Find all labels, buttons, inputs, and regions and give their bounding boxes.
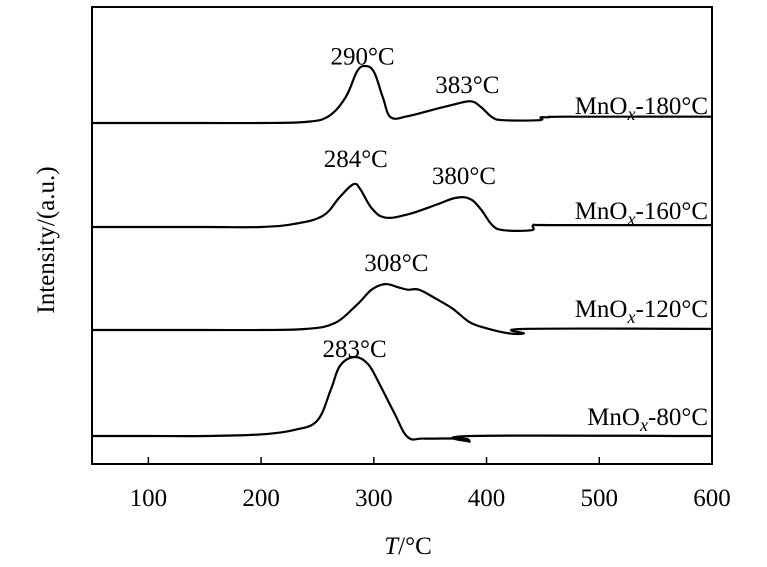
- series-label-subscript: x: [639, 415, 648, 435]
- series-label: MnOx-180°C: [575, 93, 708, 124]
- x-axis-title-unit: /°C: [398, 533, 432, 560]
- series-label-suffix: -80°C: [648, 404, 708, 431]
- series-label: MnOx-80°C: [587, 404, 708, 435]
- x-tick-label: 200: [242, 485, 280, 512]
- series-line: [91, 182, 712, 232]
- x-axis-title-symbol: T: [384, 533, 400, 560]
- series-label-suffix: -180°C: [636, 93, 709, 120]
- peak-label: 284°C: [324, 146, 388, 173]
- series-line: [91, 64, 713, 125]
- series-layer: [91, 64, 713, 443]
- series-line: [92, 282, 713, 336]
- series-label: MnOx-160°C: [575, 198, 708, 229]
- x-tick-label: 100: [130, 485, 168, 512]
- x-axis-title: T/°C: [384, 533, 432, 560]
- series-label-prefix: MnO: [575, 93, 628, 120]
- x-tick-label: 400: [468, 485, 506, 512]
- peak-label: 380°C: [432, 163, 496, 190]
- series-label-subscript: x: [627, 307, 636, 327]
- series-label-suffix: -160°C: [636, 198, 709, 225]
- series-label-subscript: x: [627, 209, 636, 229]
- series-line: [92, 355, 713, 443]
- peak-label: 283°C: [323, 336, 387, 363]
- x-axis-ticks: 100 200 300 400 500 600: [130, 457, 731, 512]
- series-label-suffix: -120°C: [636, 296, 709, 323]
- series-label-subscript: x: [627, 104, 636, 124]
- x-tick-label: 500: [581, 485, 619, 512]
- x-tick-label: 300: [355, 485, 393, 512]
- series-label-prefix: MnO: [587, 404, 640, 431]
- x-tick-label: 600: [693, 485, 731, 512]
- peak-label: 308°C: [364, 250, 428, 277]
- series-label-prefix: MnO: [575, 296, 628, 323]
- series-label-prefix: MnO: [575, 198, 628, 225]
- plot-frame: [91, 6, 713, 465]
- peak-label: 383°C: [435, 72, 499, 99]
- series-label: MnOx-120°C: [575, 296, 708, 327]
- y-axis-title: Intensity/(a.u.): [33, 166, 60, 313]
- labels-layer: MnOx-180°C290°C383°CMnOx-160°C284°C380°C…: [323, 43, 708, 435]
- peak-label: 290°C: [330, 43, 394, 70]
